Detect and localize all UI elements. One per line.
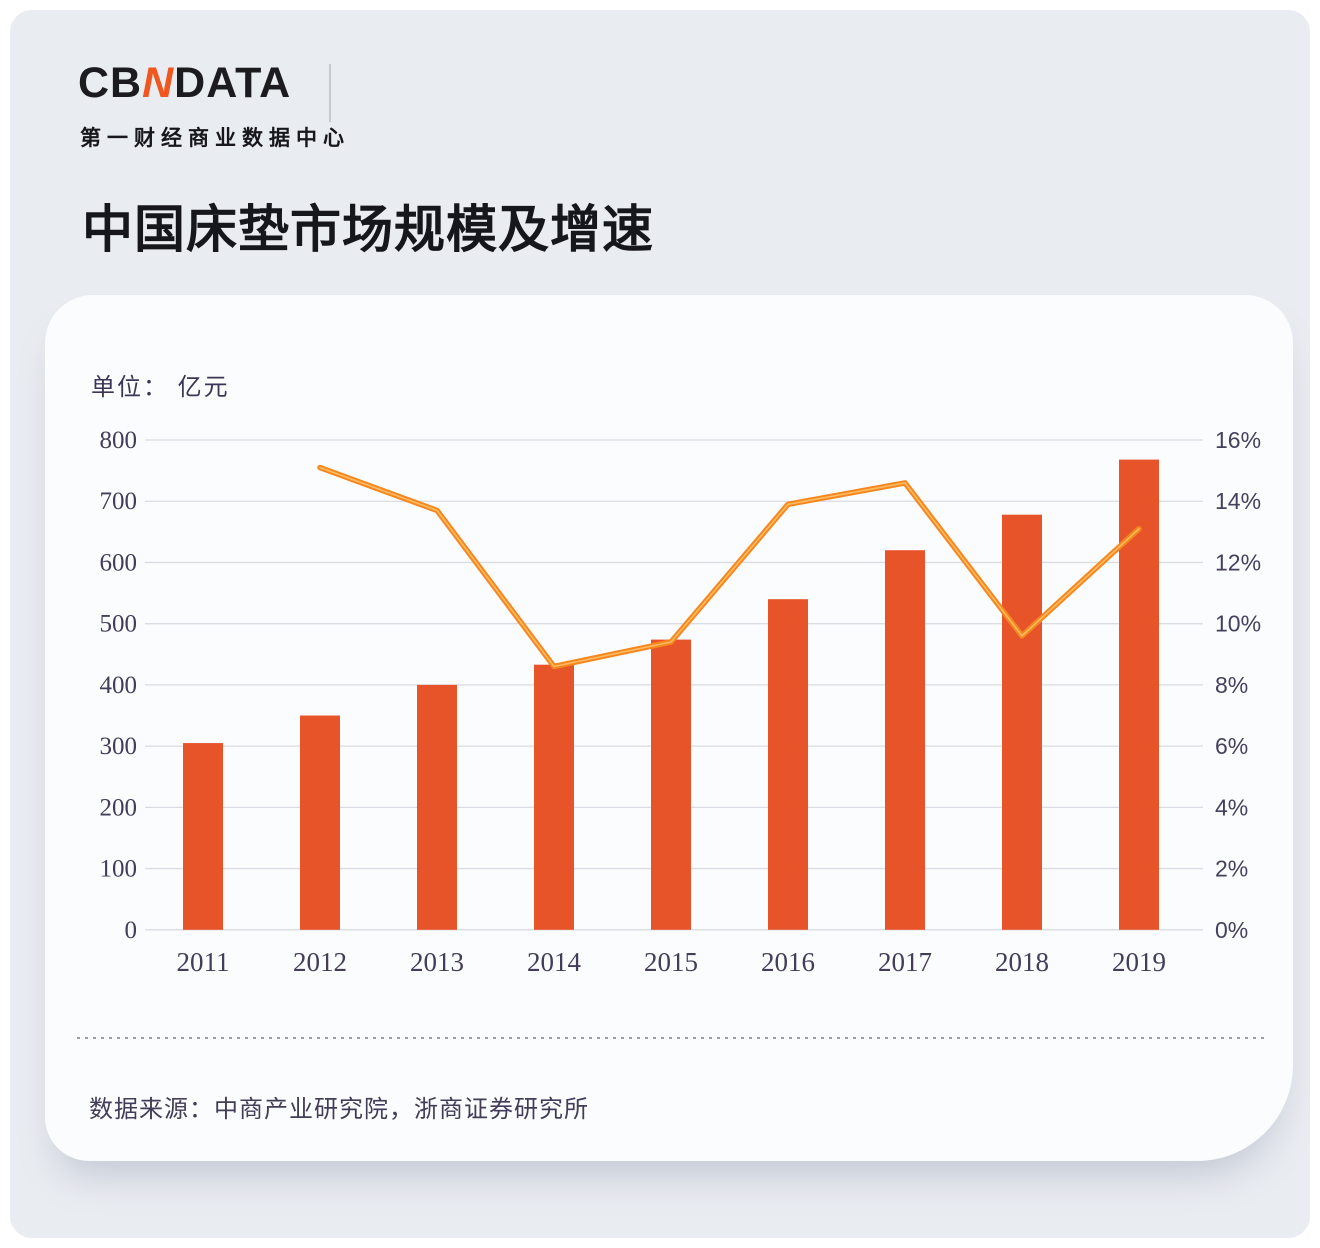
x-axis-label-2018: 2018 <box>995 947 1049 977</box>
y-axis-tick-right: 12% <box>1215 549 1261 575</box>
y-axis-tick-right: 10% <box>1215 611 1261 637</box>
y-axis-tick-left: 800 <box>100 427 138 454</box>
x-axis-label-2011: 2011 <box>177 947 230 977</box>
chart-card: 单位： 亿元 800 16% 700 14% 600 12% 500 10% 400 8% 300 6… <box>45 295 1293 1161</box>
y-axis-tick-left: 100 <box>100 856 138 883</box>
y-axis-tick-right: 4% <box>1215 794 1248 820</box>
y-axis-tick-right: 2% <box>1215 856 1248 882</box>
bar-2013 <box>417 684 457 930</box>
logo-text-post: DATA <box>174 59 292 107</box>
x-axis-label-2016: 2016 <box>761 947 815 977</box>
bar-2017 <box>885 550 925 930</box>
bar-2016 <box>768 599 808 930</box>
bar-2015 <box>651 639 691 930</box>
bar-2014 <box>534 664 574 930</box>
page-title: 中国床垫市场规模及增速 <box>82 201 655 258</box>
bar-line-chart: 800 16% 700 14% 600 12% 500 10% 400 8% 300 6% 200 4% 1… <box>100 427 1262 977</box>
header: CBNDATA <box>78 62 332 122</box>
logo-subtitle: 第一财经商业数据中心 <box>80 127 350 150</box>
y-axis-tick-left: 500 <box>100 611 138 638</box>
x-axis-label-2017: 2017 <box>878 947 932 977</box>
x-axis-label-2012: 2012 <box>293 947 347 977</box>
y-axis-tick-right: 16% <box>1215 427 1261 453</box>
y-axis-tick-left: 400 <box>100 672 138 699</box>
x-axis-label-2019: 2019 <box>1112 947 1166 977</box>
y-axis-tick-left: 200 <box>100 794 138 821</box>
main-panel: CBNDATA 第一财经商业数据中心 中国床垫市场规模及增速 单位： 亿元 80… <box>10 10 1310 1238</box>
x-axis-label-2013: 2013 <box>410 947 464 977</box>
y-axis-tick-right: 6% <box>1215 733 1248 759</box>
bar-2018 <box>1002 514 1042 930</box>
bar-2011 <box>183 743 223 930</box>
x-axis-label-2015: 2015 <box>644 947 698 977</box>
cbndata-logo: CBNDATA <box>78 62 291 105</box>
y-axis-tick-right: 0% <box>1215 917 1248 943</box>
source-text: 数据来源：中商产业研究院，浙商证券研究所 <box>89 1096 589 1123</box>
y-axis-tick-left: 600 <box>100 549 138 576</box>
y-axis-tick-right: 14% <box>1215 488 1261 514</box>
y-axis-tick-left: 0 <box>125 917 138 944</box>
dashed-divider <box>77 1037 1267 1039</box>
logo-text-accent: N <box>142 59 175 107</box>
x-axis-label-2014: 2014 <box>527 947 582 977</box>
logo-text-pre: CB <box>78 59 143 107</box>
y-axis-tick-left: 300 <box>100 733 138 760</box>
logo-divider <box>329 64 332 122</box>
growth-rate-line-highlight <box>319 466 1140 668</box>
y-axis-tick-left: 700 <box>100 488 138 515</box>
bar-2012 <box>300 715 340 930</box>
y-axis-tick-right: 8% <box>1215 672 1248 698</box>
unit-label: 单位： 亿元 <box>91 374 230 401</box>
